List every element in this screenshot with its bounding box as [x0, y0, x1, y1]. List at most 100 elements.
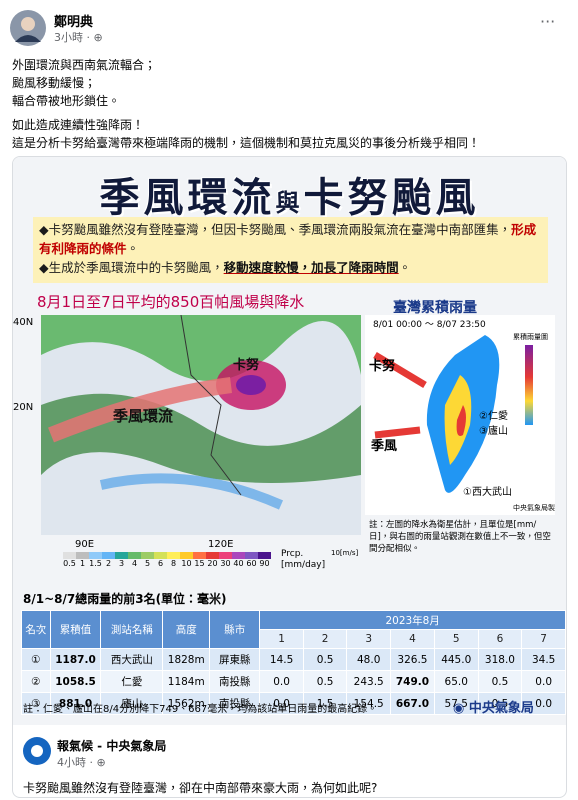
table-cell: 48.0 — [346, 648, 392, 671]
column-header: 7 — [521, 629, 566, 649]
map-note: 註：左圖的降水為衛星估計，且單位是[mm/日]，與右圖的雨量站觀測在數值上不一致… — [369, 520, 551, 554]
colorbar-cell: 10 — [180, 552, 193, 568]
table-cell: 326.5 — [390, 648, 435, 671]
logo-text: 中央氣象局 — [468, 701, 534, 716]
colorbar-cell: 90 — [258, 552, 271, 568]
table-cell: 1.5 — [302, 692, 348, 715]
map-label: 卡努 — [233, 358, 260, 373]
table-title: 8/1~8/7總雨量的前3名(單位：毫米) — [23, 592, 227, 606]
table-cell: 1184m — [162, 670, 211, 693]
text: ◆生成於季風環流中的卡努颱風， — [39, 260, 224, 275]
colorbar-label: 90 — [259, 559, 270, 568]
colorbar-swatch — [89, 552, 102, 559]
table-cell: 1058.5 — [49, 670, 102, 693]
text: 。 — [398, 260, 412, 275]
menu-button[interactable]: ··· — [540, 12, 556, 31]
colorbar-label: 0.5 — [63, 559, 76, 568]
table-cell: 0.0 — [259, 670, 304, 693]
post-text: 這是分析卡努給臺灣帶來極端降雨的機制，這個機制和莫拉克風災的事後分析幾乎相同！ — [12, 136, 481, 150]
colorbar-swatch — [154, 552, 167, 559]
colorbar-cell: 1 — [76, 552, 89, 568]
column-header: 5 — [433, 629, 479, 649]
highlight: 移動速度較慢，加長了降雨時間 — [223, 260, 399, 275]
table-cell: 0.0 — [259, 692, 304, 715]
colorbar-swatch — [245, 552, 258, 559]
table-cell: 0.5 — [302, 648, 348, 671]
footnote: 註：仁愛、廬山在8/4分別降下749、667毫米，均為該站單日雨量的最高紀錄。 — [23, 704, 378, 715]
table-cell: 西大武山 — [100, 648, 164, 671]
lat-label: 20N — [13, 402, 34, 413]
wind-map — [41, 315, 361, 535]
column-header: 縣市 — [209, 610, 261, 649]
table-cell: 1187.0 — [49, 648, 102, 671]
colorbar-swatch — [258, 552, 271, 559]
rainfall-table: 名次 累積值 測站名稱 高度 縣市 2023年8月 1 2 3 4 5 6 7 ① 1187.0 西大武山 18… — [21, 610, 566, 715]
colorbar-swatch — [193, 552, 206, 559]
shared-card[interactable]: 季風環流與卡努颱風 ◆卡努颱風雖然沒有登陸臺灣，但因卡努颱風、季風環流兩股氣流在… — [12, 156, 567, 798]
colorbar-label: 6 — [157, 559, 164, 568]
colorbar-swatch — [128, 552, 141, 559]
column-header: 3 — [346, 629, 392, 649]
colorbar-unit: Prcp. [mm/day] — [281, 549, 326, 570]
post-text: 外圍環流與西南氣流輻合； — [12, 58, 157, 72]
page-avatar[interactable] — [23, 737, 51, 765]
infographic: 季風環流與卡努颱風 ◆卡努颱風雖然沒有登陸臺灣，但因卡努颱風、季風環流兩股氣流在… — [13, 157, 566, 725]
table-cell: 57.5 — [433, 692, 479, 715]
time[interactable]: 4小時 — [57, 756, 86, 769]
table-cell: 749.0 — [390, 670, 435, 693]
column-header: 測站名稱 — [100, 610, 164, 649]
colorbar-cell: 0.5 — [63, 552, 76, 568]
column-header: 1 — [259, 629, 304, 649]
table-cell: 0.0 — [521, 670, 566, 693]
lon-label: 90E — [75, 539, 95, 550]
colorbar-label: 3 — [118, 559, 125, 568]
colorbar-swatch — [232, 552, 245, 559]
colorbar-label: 20 — [207, 559, 218, 568]
title-part: 與 — [275, 189, 304, 217]
post-text: 如此造成連續性強降雨！ — [12, 118, 145, 132]
column-header: 名次 — [21, 610, 51, 649]
colorbar-cell: 4 — [128, 552, 141, 568]
table-cell: 154.5 — [346, 692, 392, 715]
author-name[interactable]: 鄭明典 — [54, 15, 94, 30]
column-header: 6 — [477, 629, 523, 649]
post-time[interactable]: 3小時 · ⊕ — [54, 31, 103, 44]
bullet: ◆生成於季風環流中的卡努颱風，移動速度較慢，加長了降雨時間。 — [39, 258, 542, 277]
colorbar-label: 4 — [131, 559, 138, 568]
colorbar-cell: 8 — [167, 552, 180, 568]
shared-text: 卡努颱風雖然沒有登陸臺灣，卻在中南部帶來豪大雨，為何如此呢? — [23, 781, 378, 795]
colorbar-cell: 20 — [206, 552, 219, 568]
shared-time[interactable]: 4小時 · ⊕ — [57, 756, 106, 769]
map-label: 卡努 — [369, 359, 396, 374]
table-cell: ② — [21, 670, 51, 693]
table-row: ② 1058.5 仁愛 1184m 南投縣 0.0 0.5 243.5 749.0 65.0 0.5… — [21, 670, 566, 693]
map-label: 季風環流 — [113, 407, 174, 425]
colorbar-swatch — [141, 552, 154, 559]
post-text: 輻合帶被地形鎖住。 — [12, 94, 121, 108]
table-cell: 南投縣 — [209, 670, 261, 693]
author-avatar[interactable] — [10, 10, 46, 46]
logo: ◉ 中央氣象局 — [453, 701, 534, 716]
credit: 中央氣象局製 — [513, 504, 555, 512]
colorbar: 0.5 1 1.5 2 3 4 5 6 8 10 15 20 30 40 60 90 — [63, 552, 271, 568]
table-cell: 14.5 — [259, 648, 304, 671]
colorbar-swatch — [76, 552, 89, 559]
rain-map — [365, 315, 555, 515]
table-cell: ① — [21, 648, 51, 671]
table-cell: 445.0 — [433, 648, 479, 671]
map-label: ③廬山 — [479, 426, 508, 437]
table-cell: 34.5 — [521, 648, 566, 671]
map-label: 季風 — [371, 439, 398, 454]
colorbar-swatch — [219, 552, 232, 559]
time[interactable]: 3小時 — [54, 31, 83, 44]
page-name[interactable]: 報氣候 - 中央氣象局 — [57, 739, 167, 753]
table-cell: 1562m — [162, 692, 211, 715]
colorbar-cell: 6 — [154, 552, 167, 568]
colorbar-label: 1.5 — [89, 559, 102, 568]
colorbar-cell: 5 — [141, 552, 154, 568]
colorbar-cell: 3 — [115, 552, 128, 568]
table-cell: 0.5 — [302, 670, 348, 693]
colorbar-cell: 30 — [219, 552, 232, 568]
infographic-title: 季風環流與卡努颱風 — [13, 165, 566, 223]
